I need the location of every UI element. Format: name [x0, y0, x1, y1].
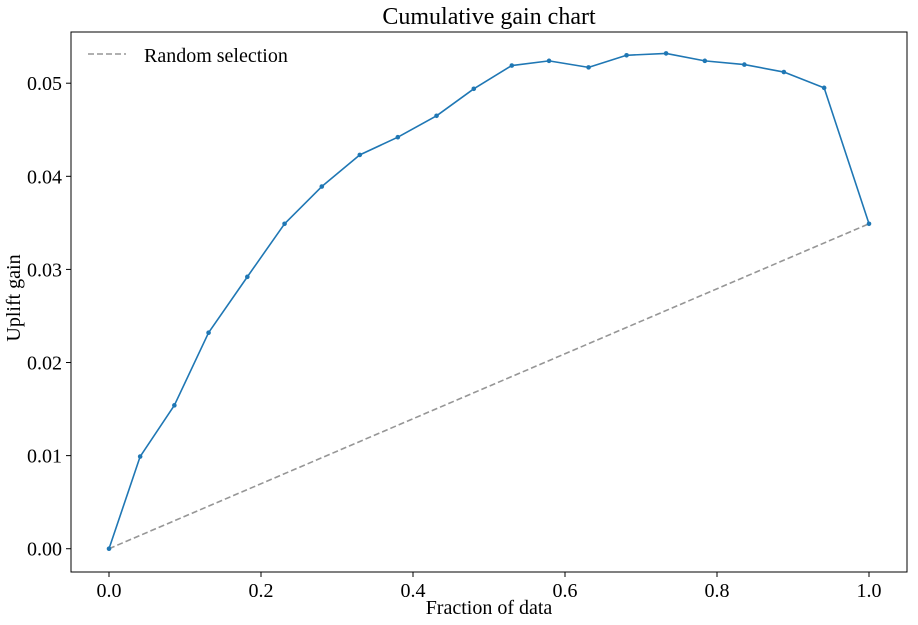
series-layer: [106, 51, 872, 552]
uplift-gain-point: [742, 62, 747, 67]
uplift-gain-point: [395, 134, 401, 140]
uplift-gain-point: [245, 274, 250, 280]
legend-label-random-selection: Random selection: [144, 45, 288, 67]
uplift-gain-point: [586, 65, 591, 70]
uplift-gain-point: [866, 221, 872, 227]
uplift-gain-point: [206, 330, 211, 336]
y-tick-label: 0.04: [27, 166, 62, 188]
uplift-gain-point: [172, 403, 177, 408]
uplift-gain-point: [624, 52, 629, 58]
uplift-gain-point: [781, 69, 787, 75]
uplift-gain-point: [434, 113, 439, 119]
uplift-gain-point: [357, 152, 363, 158]
x-tick-label: 0.4: [401, 580, 426, 602]
y-tick-label: 0.00: [27, 539, 62, 561]
x-tick-label: 0.6: [553, 580, 578, 602]
uplift-gain-point: [821, 85, 827, 91]
plot-area: 0.0 0.2 0.4 0.6 0.8 1.0 0.000.010.020.030.040…: [27, 31, 908, 602]
y-axis-ticks: 0.00 0.01 0.02 0.03 0.04 0.05: [27, 73, 71, 561]
x-tick-label: 1.0: [857, 580, 882, 602]
uplift-gain-point: [319, 184, 325, 189]
x-tick-label: 0.0: [97, 580, 122, 602]
y-tick-label: 0.01: [27, 446, 62, 468]
uplift-gain-point: [471, 86, 477, 92]
y-axis-label: Uplift gain: [3, 254, 25, 341]
random-selection-line: [108, 223, 870, 550]
y-tick-label: 0.05: [27, 73, 62, 95]
uplift-gain-point: [509, 63, 515, 68]
uplift-gain-point: [106, 546, 112, 552]
uplift-gain-point: [137, 454, 143, 459]
uplift-gain-point: [282, 221, 287, 227]
uplift-gain-point: [546, 58, 552, 64]
uplift-gain-point: [702, 58, 708, 64]
x-axis-ticks: 0.0 0.2 0.4 0.6 0.8 1.0: [97, 572, 882, 602]
x-tick-label: 0.8: [705, 580, 730, 602]
plot-frame: [70, 31, 908, 573]
legend: Random selection: [88, 45, 288, 67]
y-tick-label: 0.03: [27, 259, 62, 281]
x-tick-label: 0.2: [249, 580, 274, 602]
uplift-gain-line: [108, 52, 870, 549]
chart-title: Cumulative gain chart: [382, 4, 596, 30]
x-axis-label: Fraction of data: [426, 597, 553, 619]
uplift-gain-point: [663, 51, 669, 56]
y-tick-label: 0.02: [27, 353, 62, 375]
